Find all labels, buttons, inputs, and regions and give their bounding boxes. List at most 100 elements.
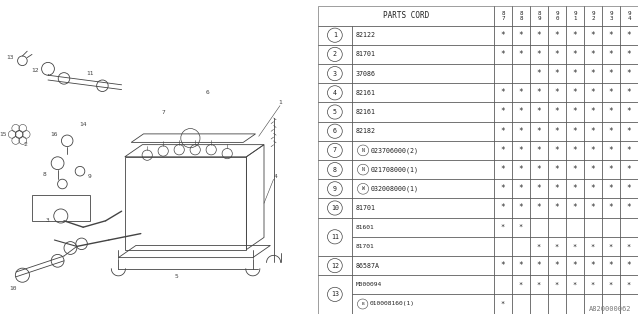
Text: *: * bbox=[627, 261, 632, 270]
Text: *: * bbox=[591, 282, 595, 288]
Text: *: * bbox=[519, 165, 524, 174]
Bar bbox=[566, 45, 584, 64]
Bar bbox=[512, 83, 530, 102]
Bar bbox=[548, 102, 566, 122]
Text: *: * bbox=[573, 50, 577, 59]
Text: 9
1: 9 1 bbox=[573, 11, 577, 21]
Bar bbox=[352, 102, 494, 122]
Bar bbox=[318, 160, 352, 179]
Text: 14: 14 bbox=[79, 122, 87, 127]
Bar bbox=[566, 218, 584, 237]
Text: *: * bbox=[591, 204, 595, 212]
Text: *: * bbox=[537, 204, 541, 212]
Text: 021708000(1): 021708000(1) bbox=[370, 166, 419, 173]
Text: *: * bbox=[609, 88, 613, 97]
Bar bbox=[318, 122, 352, 141]
Bar bbox=[548, 141, 566, 160]
Text: *: * bbox=[519, 146, 524, 155]
Text: *: * bbox=[627, 146, 632, 155]
Bar bbox=[512, 160, 530, 179]
Text: *: * bbox=[500, 165, 506, 174]
Bar bbox=[602, 160, 620, 179]
Text: W: W bbox=[362, 186, 364, 191]
Bar bbox=[620, 102, 638, 122]
Text: *: * bbox=[537, 244, 541, 249]
Bar bbox=[530, 102, 548, 122]
Text: *: * bbox=[609, 50, 613, 59]
Text: 4: 4 bbox=[333, 90, 337, 96]
Bar bbox=[566, 6, 584, 26]
Text: *: * bbox=[519, 224, 524, 230]
Bar bbox=[584, 141, 602, 160]
Bar bbox=[620, 294, 638, 314]
Text: *: * bbox=[500, 50, 506, 59]
Bar bbox=[512, 64, 530, 83]
Text: *: * bbox=[573, 261, 577, 270]
Bar bbox=[318, 83, 352, 102]
Bar bbox=[530, 160, 548, 179]
Text: *: * bbox=[537, 88, 541, 97]
Bar bbox=[530, 83, 548, 102]
Text: *: * bbox=[500, 127, 506, 136]
Text: 11: 11 bbox=[86, 71, 93, 76]
Text: *: * bbox=[537, 165, 541, 174]
Bar bbox=[566, 179, 584, 198]
Bar bbox=[620, 237, 638, 256]
Bar bbox=[494, 6, 512, 26]
Bar bbox=[620, 141, 638, 160]
Bar bbox=[494, 141, 512, 160]
Text: *: * bbox=[555, 69, 559, 78]
Bar bbox=[548, 6, 566, 26]
Bar bbox=[620, 198, 638, 218]
Bar bbox=[566, 83, 584, 102]
Bar bbox=[318, 64, 352, 83]
Bar bbox=[530, 294, 548, 314]
Bar bbox=[620, 45, 638, 64]
Text: 82182: 82182 bbox=[356, 128, 376, 134]
Text: *: * bbox=[555, 88, 559, 97]
Bar bbox=[620, 83, 638, 102]
Text: *: * bbox=[573, 204, 577, 212]
Bar bbox=[318, 275, 352, 314]
Bar bbox=[584, 102, 602, 122]
Bar bbox=[512, 122, 530, 141]
Bar bbox=[512, 141, 530, 160]
Text: 5: 5 bbox=[174, 274, 178, 279]
Text: 11: 11 bbox=[331, 234, 339, 240]
Bar bbox=[548, 256, 566, 275]
Bar bbox=[602, 6, 620, 26]
Bar bbox=[352, 141, 494, 160]
Bar bbox=[530, 179, 548, 198]
Text: *: * bbox=[500, 108, 506, 116]
Text: 8
7: 8 7 bbox=[501, 11, 505, 21]
Bar bbox=[494, 218, 512, 237]
Text: *: * bbox=[555, 108, 559, 116]
Bar bbox=[566, 102, 584, 122]
Bar bbox=[584, 6, 602, 26]
Bar bbox=[584, 198, 602, 218]
Bar bbox=[494, 83, 512, 102]
Text: *: * bbox=[591, 244, 595, 249]
Bar bbox=[548, 83, 566, 102]
Bar bbox=[318, 102, 352, 122]
Text: 3: 3 bbox=[333, 71, 337, 76]
Text: *: * bbox=[555, 127, 559, 136]
Bar bbox=[620, 6, 638, 26]
Bar bbox=[512, 6, 530, 26]
Bar bbox=[512, 256, 530, 275]
Text: 81701: 81701 bbox=[356, 244, 374, 249]
Text: *: * bbox=[555, 31, 559, 40]
Text: 2: 2 bbox=[24, 141, 28, 147]
Text: 82122: 82122 bbox=[356, 32, 376, 38]
Bar bbox=[584, 160, 602, 179]
Text: 12: 12 bbox=[31, 68, 39, 73]
Text: *: * bbox=[591, 184, 595, 193]
Bar bbox=[602, 64, 620, 83]
Bar bbox=[584, 45, 602, 64]
Bar bbox=[620, 179, 638, 198]
Text: *: * bbox=[537, 184, 541, 193]
Text: *: * bbox=[537, 50, 541, 59]
Bar bbox=[494, 294, 512, 314]
Text: *: * bbox=[591, 108, 595, 116]
Bar bbox=[566, 64, 584, 83]
